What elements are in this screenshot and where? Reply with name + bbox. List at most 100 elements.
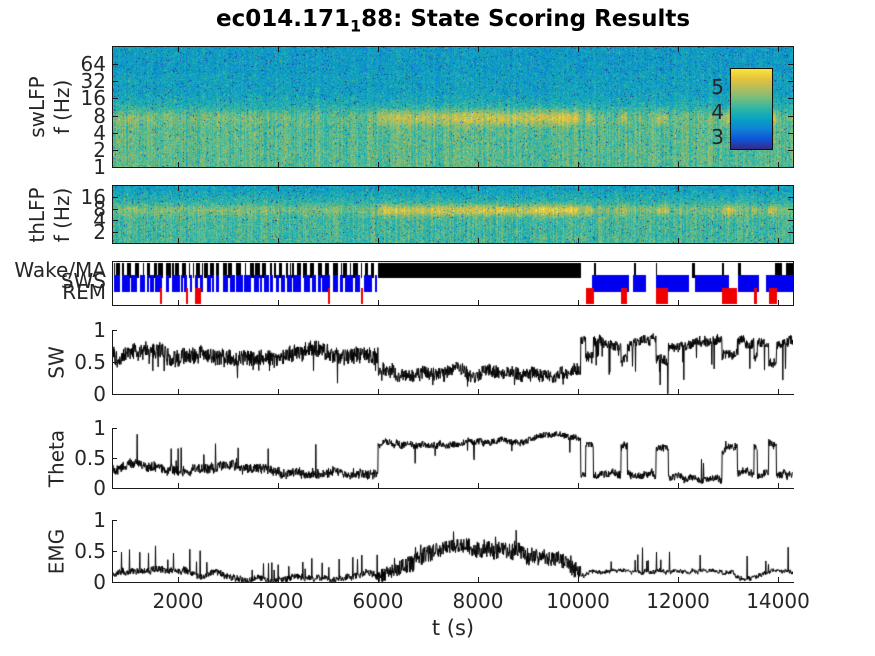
colorbar — [730, 68, 773, 150]
thlfp-ytick-4: 4 — [93, 208, 106, 232]
axis-tick — [113, 362, 117, 363]
axis-tick — [478, 389, 479, 394]
axis-tick — [788, 209, 793, 210]
axis-tick — [178, 483, 179, 488]
axis-tick — [178, 300, 179, 305]
axis-tick — [278, 47, 279, 52]
axis-tick — [578, 577, 579, 582]
emg-ytick-0: 0 — [93, 570, 106, 594]
swlfp-ytick-32: 32 — [80, 69, 106, 93]
xtick-8000: 8000 — [452, 589, 504, 613]
axis-tick — [788, 64, 793, 65]
xtick-2000: 2000 — [152, 589, 204, 613]
title-subscript: 1 — [349, 16, 362, 36]
axis-tick — [478, 238, 479, 243]
axis-tick — [788, 220, 793, 221]
axis-tick — [478, 47, 479, 52]
axis-tick — [378, 577, 379, 582]
axis-tick — [478, 186, 479, 191]
sw-ytick-05: 0.5 — [74, 350, 106, 374]
state-label-rem: REM — [62, 280, 106, 304]
axis-tick — [113, 133, 118, 134]
axis-tick — [788, 150, 793, 151]
theta-trace-canvas — [113, 428, 793, 488]
axis-tick — [578, 186, 579, 191]
thlfp-spectrogram-panel — [112, 185, 794, 244]
axis-tick — [788, 98, 793, 99]
axis-tick — [113, 220, 118, 221]
figure-title: ec014.171188: State Scoring Results — [113, 6, 793, 36]
emg-ytick-05: 0.5 — [74, 539, 106, 563]
axis-tick — [578, 47, 579, 52]
title-suffix: 88: State Scoring Results — [361, 6, 691, 32]
theta-ytick-1: 1 — [93, 416, 106, 440]
axis-tick — [278, 186, 279, 191]
axis-tick — [278, 577, 279, 582]
axis-tick — [478, 162, 479, 167]
swlfp-ytick-8: 8 — [93, 104, 106, 128]
axis-tick — [113, 520, 117, 521]
axis-tick — [113, 197, 118, 198]
axis-tick — [788, 116, 793, 117]
axis-tick — [378, 162, 379, 167]
axis-tick — [178, 577, 179, 582]
emg-y-axis — [112, 520, 113, 583]
swlfp-ytick-2: 2 — [93, 138, 106, 162]
theta-ytick-0: 0 — [93, 476, 106, 500]
axis-tick — [578, 238, 579, 243]
colorbar-tick-3: 3 — [711, 125, 724, 149]
sw-ytick-0: 0 — [93, 382, 106, 406]
state-label-sws: SWS — [60, 269, 106, 293]
axis-tick — [278, 162, 279, 167]
axis-tick — [378, 238, 379, 243]
axis-tick — [178, 238, 179, 243]
axis-tick — [788, 197, 793, 198]
axis-tick — [178, 186, 179, 191]
axis-tick — [178, 389, 179, 394]
axis-tick — [678, 483, 679, 488]
axis-tick — [378, 389, 379, 394]
axis-tick — [113, 428, 117, 429]
axis-tick — [113, 150, 118, 151]
emg-ytick-1: 1 — [93, 508, 106, 532]
axis-tick — [278, 483, 279, 488]
axis-tick — [113, 209, 118, 210]
emg-x-axis — [112, 582, 794, 583]
axis-tick — [113, 551, 117, 552]
axis-tick — [178, 162, 179, 167]
xtick-6000: 6000 — [352, 589, 404, 613]
axis-tick — [678, 47, 679, 52]
axis-tick — [578, 162, 579, 167]
axis-tick — [678, 300, 679, 305]
colorbar-tick-5: 5 — [711, 75, 724, 99]
axis-tick — [113, 81, 118, 82]
axis-tick — [278, 238, 279, 243]
state-label-wake: Wake/MA — [14, 258, 106, 282]
swlfp-ytick-64: 64 — [80, 52, 106, 76]
axis-tick — [778, 577, 779, 582]
axis-tick — [113, 232, 118, 233]
axis-tick — [378, 300, 379, 305]
axis-tick — [478, 483, 479, 488]
axis-tick — [788, 232, 793, 233]
axis-tick — [113, 330, 117, 331]
axis-tick — [378, 186, 379, 191]
axis-tick — [278, 300, 279, 305]
swlfp-spectrogram-canvas — [113, 47, 793, 167]
xtick-12000: 12000 — [646, 589, 710, 613]
sw-y-axis — [112, 330, 113, 395]
axis-tick — [788, 133, 793, 134]
axis-tick — [378, 47, 379, 52]
axis-tick — [778, 238, 779, 243]
xtick-14000: 14000 — [746, 589, 810, 613]
axis-tick — [778, 300, 779, 305]
axis-tick — [778, 186, 779, 191]
state-scoring-panel — [112, 261, 794, 306]
state-raster-canvas — [113, 262, 793, 305]
axis-tick — [478, 577, 479, 582]
theta-y-axis — [112, 428, 113, 489]
swlfp-spectrogram-panel — [112, 46, 794, 168]
axis-tick — [113, 458, 117, 459]
axis-tick — [578, 389, 579, 394]
